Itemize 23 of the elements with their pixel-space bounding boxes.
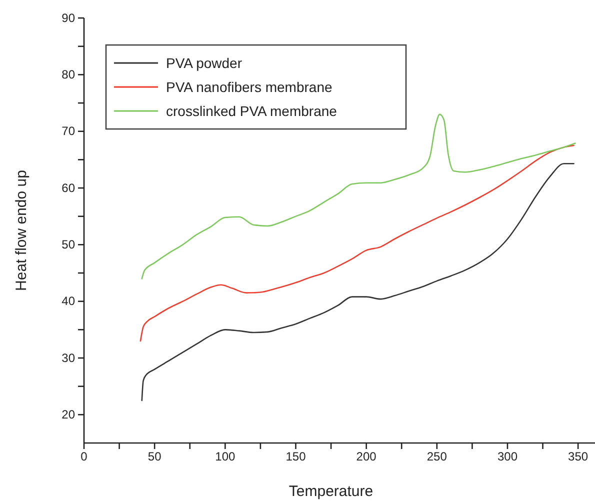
- y-tick-label: 90: [62, 10, 76, 25]
- legend-label: PVA nanofibers membrane: [166, 79, 332, 95]
- x-tick-label: 150: [286, 450, 306, 464]
- line-series: [141, 162, 574, 402]
- x-tick-label: 350: [568, 450, 588, 464]
- y-tick-label: 60: [62, 180, 76, 195]
- x-tick-label: 250: [426, 450, 448, 464]
- y-tick-label: 80: [62, 68, 76, 82]
- x-tick-label: 0: [80, 450, 88, 464]
- y-tick-label: 70: [62, 124, 76, 138]
- y-axis-title: Heat flow endo up: [13, 170, 30, 291]
- line-series: [140, 144, 574, 342]
- y-tick-label: 40: [62, 294, 76, 308]
- y-tick-label: 50: [62, 238, 76, 252]
- x-tick-label: 50: [148, 450, 162, 464]
- legend-label: PVA powder: [166, 55, 242, 71]
- x-axis-title: Temperature: [288, 483, 374, 500]
- y-tick-label: 20: [62, 408, 76, 422]
- x-tick-label: 300: [497, 450, 518, 464]
- legend-label: crosslinked PVA membrane: [166, 103, 338, 119]
- x-tick-label: 100: [215, 450, 236, 464]
- y-tick-label: 30: [62, 350, 76, 365]
- x-tick-label: 200: [356, 450, 377, 464]
